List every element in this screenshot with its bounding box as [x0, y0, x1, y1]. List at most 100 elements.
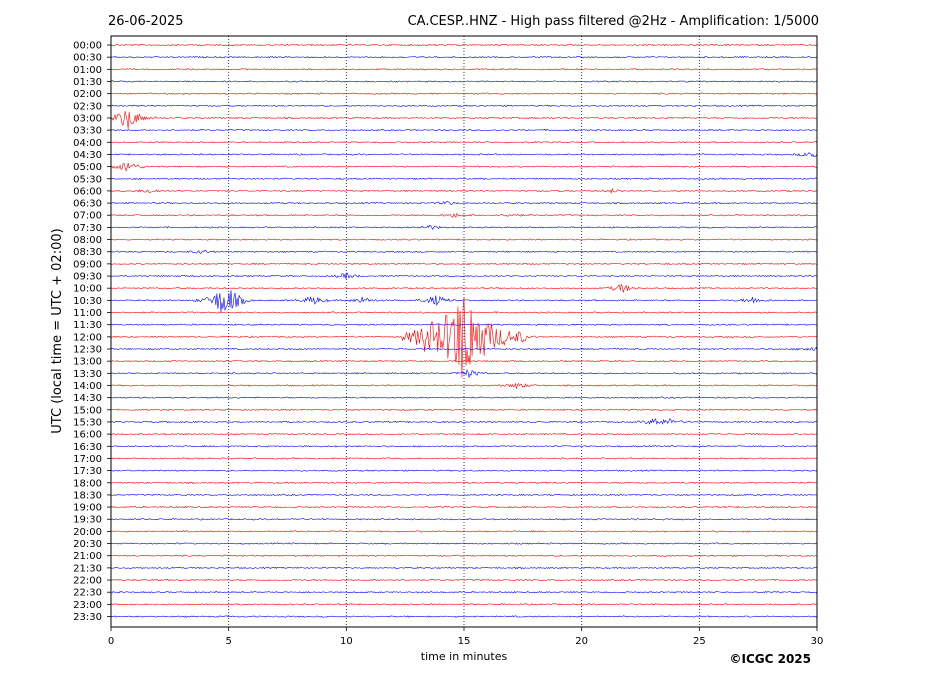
trace-2300 — [110, 603, 818, 606]
trace-1200 — [110, 297, 818, 378]
y-tick-label: 09:00 — [73, 259, 102, 270]
trace-0900 — [110, 262, 818, 266]
trace-2000 — [110, 530, 818, 533]
y-tick-label: 19:30 — [73, 515, 102, 526]
trace-1330 — [110, 369, 818, 378]
y-tick-label: 00:30 — [73, 53, 102, 64]
trace-0430 — [110, 152, 818, 158]
trace-0930 — [110, 272, 818, 280]
trace-1500 — [110, 408, 818, 412]
y-tick-label: 19:00 — [73, 503, 102, 514]
y-tick-label: 02:30 — [73, 101, 102, 112]
x-tick-label: 10 — [340, 636, 353, 647]
y-tick-label: 14:30 — [73, 393, 102, 404]
trace-0800 — [110, 238, 818, 241]
trace-1600 — [110, 432, 818, 436]
trace-0600 — [110, 187, 818, 194]
trace-0100 — [110, 68, 818, 71]
x-tick-label: 5 — [225, 636, 231, 647]
trace-0400 — [110, 141, 818, 144]
y-tick-label: 02:00 — [73, 89, 102, 100]
y-tick-label: 18:30 — [73, 490, 102, 501]
y-tick-label: 20:00 — [73, 527, 102, 538]
trace-2330 — [110, 615, 818, 618]
trace-1730 — [110, 469, 818, 472]
y-tick-label: 07:30 — [73, 223, 102, 234]
y-tick-label: 05:30 — [73, 174, 102, 185]
copyright-label: ©ICGC 2025 — [729, 652, 811, 666]
trace-1130 — [110, 323, 818, 326]
trace-2100 — [110, 554, 818, 557]
y-tick-label: 06:30 — [73, 199, 102, 210]
trace-1930 — [110, 517, 818, 521]
y-tick-label: 15:30 — [73, 417, 102, 428]
y-tick-label: 00:00 — [73, 41, 102, 52]
vertical-grid — [228, 36, 700, 627]
trace-1700 — [110, 457, 818, 460]
y-tick-label: 09:30 — [73, 272, 102, 283]
y-tick-label: 03:30 — [73, 126, 102, 137]
y-tick-label: 13:00 — [73, 357, 102, 368]
trace-1000 — [110, 283, 818, 293]
y-tick-label: 08:00 — [73, 235, 102, 246]
y-tick-label: 18:00 — [73, 478, 102, 489]
trace-2230 — [110, 590, 818, 594]
y-tick-label: 17:30 — [73, 466, 102, 477]
y-axis-label: UTC (local time = UTC + 02:00) — [50, 228, 65, 433]
x-tick-label: 0 — [108, 636, 114, 647]
y-tick-label: 16:30 — [73, 442, 102, 453]
trace-0030 — [110, 55, 818, 59]
trace-1630 — [110, 445, 818, 448]
trace-1100 — [110, 311, 818, 314]
x-axis-label: time in minutes — [421, 650, 508, 663]
y-tick-label: 04:00 — [73, 138, 102, 149]
chart-title: CA.CESP..HNZ - High pass filtered @2Hz -… — [408, 14, 819, 29]
seismic-traces — [110, 43, 818, 618]
y-tick-label: 10:00 — [73, 284, 102, 295]
trace-2200 — [110, 578, 818, 582]
x-axis-ticks: 0 5 10 15 20 25 30 — [108, 627, 824, 647]
trace-2130 — [110, 566, 818, 570]
x-tick-label: 20 — [575, 636, 588, 647]
trace-0200 — [110, 92, 818, 95]
y-tick-label: 22:00 — [73, 576, 102, 587]
trace-1300 — [110, 359, 818, 363]
y-tick-label: 06:00 — [73, 186, 102, 197]
y-tick-label: 08:30 — [73, 247, 102, 258]
trace-0000 — [110, 43, 818, 47]
y-tick-label: 22:30 — [73, 588, 102, 599]
y-tick-label: 20:30 — [73, 539, 102, 550]
y-tick-label: 01:30 — [73, 77, 102, 88]
x-tick-label: 30 — [811, 636, 824, 647]
trace-1400 — [110, 382, 818, 390]
x-tick-label: 25 — [693, 636, 706, 647]
plot-frame — [110, 35, 818, 628]
y-tick-label: 11:00 — [73, 308, 102, 319]
y-tick-label: 23:00 — [73, 600, 102, 611]
y-tick-label: 23:30 — [73, 612, 102, 623]
y-tick-label: 01:00 — [73, 65, 102, 76]
y-tick-label: 14:00 — [73, 381, 102, 392]
trace-0700 — [110, 212, 818, 219]
y-tick-label: 21:30 — [73, 563, 102, 574]
trace-0500 — [110, 162, 818, 172]
trace-0130 — [110, 80, 818, 83]
y-tick-label: 16:00 — [73, 430, 102, 441]
y-tick-label: 12:00 — [73, 332, 102, 343]
y-tick-label: 21:00 — [73, 551, 102, 562]
trace-1830 — [110, 493, 818, 497]
y-tick-label: 05:00 — [73, 162, 102, 173]
y-tick-label: 04:30 — [73, 150, 102, 161]
trace-1900 — [110, 505, 818, 509]
trace-0230 — [110, 104, 818, 108]
trace-0530 — [110, 177, 818, 180]
trace-2030 — [110, 542, 818, 545]
y-tick-label: 17:00 — [73, 454, 102, 465]
date-label: 26-06-2025 — [108, 14, 184, 29]
y-tick-label: 12:30 — [73, 345, 102, 356]
x-tick-label: 15 — [458, 636, 471, 647]
trace-1230 — [110, 346, 818, 351]
y-tick-label: 15:00 — [73, 405, 102, 416]
